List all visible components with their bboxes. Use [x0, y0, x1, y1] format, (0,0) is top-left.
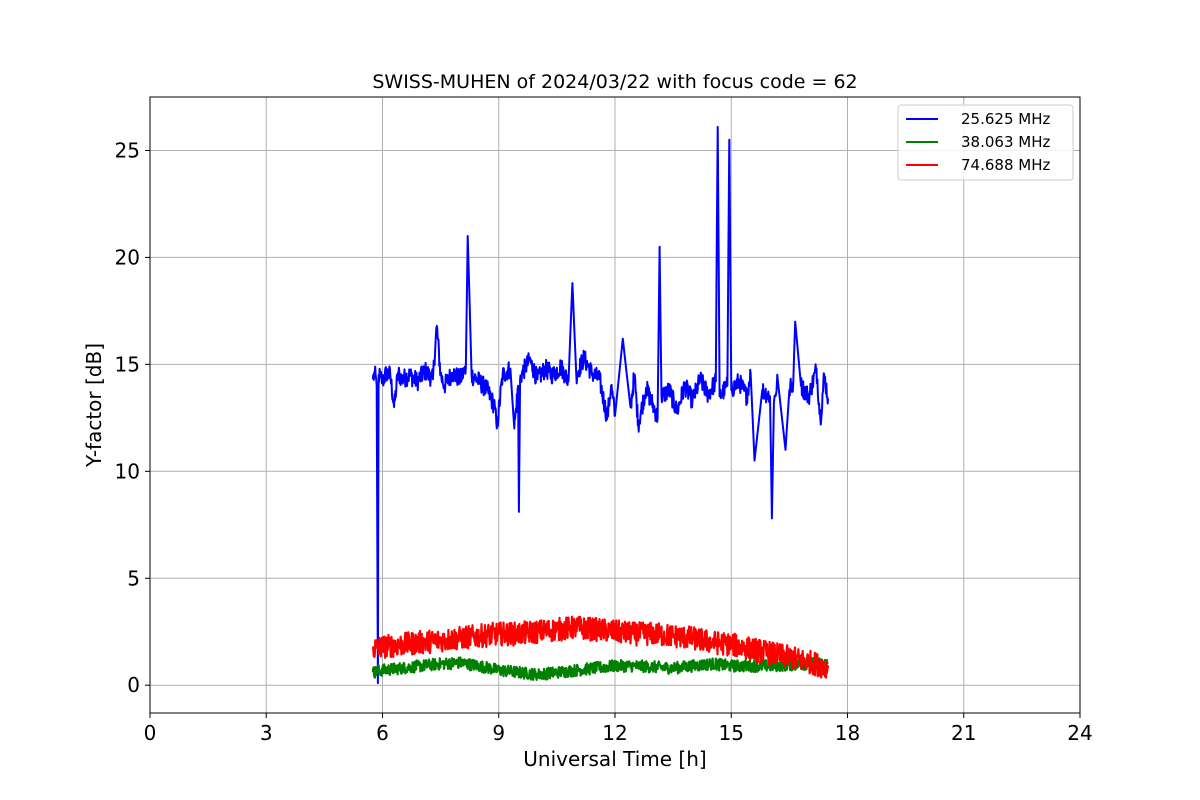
x-tick-label: 0 — [144, 721, 157, 745]
y-tick-label: 25 — [115, 138, 140, 162]
x-axis: 0 3 6 9 12 15 18 21 24 — [144, 713, 1093, 745]
x-tick-label: 6 — [376, 721, 389, 745]
plot-area — [371, 125, 830, 685]
y-tick-label: 20 — [115, 245, 140, 269]
x-tick-label: 12 — [602, 721, 627, 745]
legend-label: 74.688 MHz — [961, 156, 1050, 174]
series-line-2 — [371, 656, 829, 682]
x-axis-label: Universal Time [h] — [523, 747, 706, 771]
x-tick-label: 15 — [719, 721, 744, 745]
y-tick-label: 0 — [127, 673, 140, 697]
legend-box — [897, 104, 1074, 181]
y-axis-label: Y-factor [dB] — [82, 343, 106, 468]
y-tick-label: 5 — [127, 566, 140, 590]
legend-label: 25.625 MHz — [961, 110, 1050, 128]
x-tick-label: 3 — [260, 721, 273, 745]
chart-title: SWISS-MUHEN of 2024/03/22 with focus cod… — [372, 71, 857, 93]
y-axis: 0 5 10 15 20 25 — [115, 138, 150, 697]
y-tick-label: 10 — [115, 459, 140, 483]
legend: 25.625 MHz 38.063 MHz 74.688 MHz — [897, 104, 1074, 181]
x-tick-label: 18 — [835, 721, 860, 745]
series-line-3 — [371, 615, 830, 679]
legend-label: 38.063 MHz — [961, 133, 1050, 151]
x-tick-label: 21 — [951, 721, 976, 745]
x-tick-label: 9 — [492, 721, 505, 745]
x-tick-label: 24 — [1067, 721, 1092, 745]
series-line-1 — [371, 125, 830, 685]
y-tick-label: 15 — [115, 352, 140, 376]
